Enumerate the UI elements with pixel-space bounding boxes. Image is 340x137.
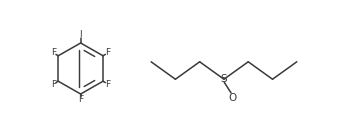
- Text: F: F: [78, 95, 83, 104]
- Text: F: F: [105, 48, 111, 57]
- Text: O: O: [228, 93, 236, 103]
- Text: F: F: [51, 48, 56, 57]
- Text: I: I: [79, 30, 82, 39]
- Text: F: F: [51, 80, 56, 89]
- Text: F: F: [105, 80, 111, 89]
- Text: S: S: [221, 74, 227, 84]
